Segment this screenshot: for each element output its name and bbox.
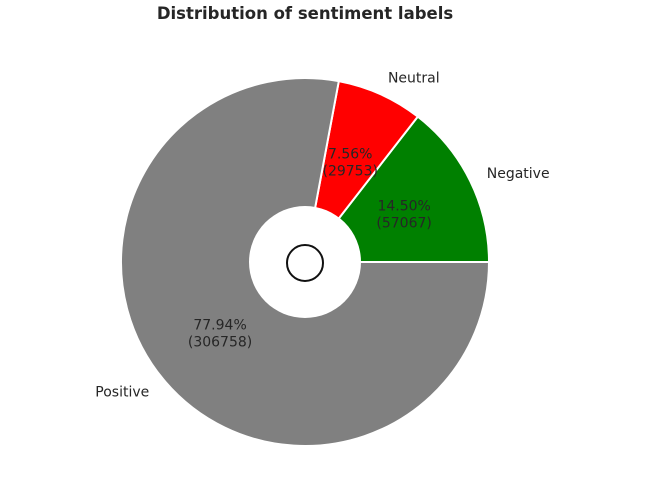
percent-label-positive: 77.94% [193, 318, 246, 334]
pie-slice-positive [120, 77, 491, 447]
pie-slice-negative [302, 115, 491, 263]
category-label-negative: Negative [487, 166, 550, 182]
center-circle-icon [286, 244, 324, 282]
count-label-neutral: (29753) [323, 163, 378, 179]
chart-title: Distribution of sentiment labels [156, 4, 454, 23]
category-label-positive: Positive [95, 384, 149, 400]
percent-label-neutral: 7.56% [328, 146, 372, 162]
category-label-neutral: Neutral [388, 70, 440, 86]
pie-labels: Negative 14.50%(57067) Neutral 7.56%(29753)… [95, 70, 549, 400]
count-label-positive: (306758) [188, 335, 252, 351]
count-label-negative: (57067) [376, 215, 431, 231]
donut-hole [249, 206, 361, 318]
percent-label-negative: 14.50% [377, 198, 430, 214]
